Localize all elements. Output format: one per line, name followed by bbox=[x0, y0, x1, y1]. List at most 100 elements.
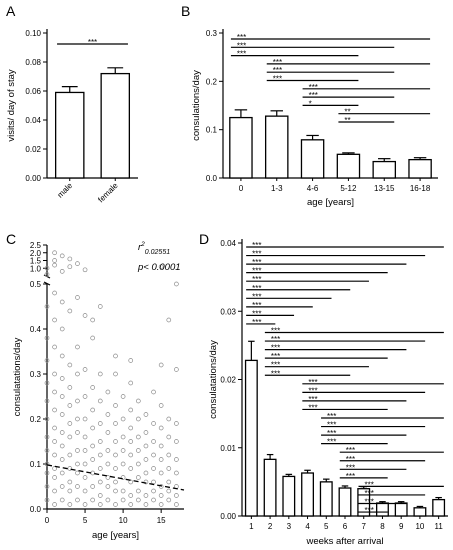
significance-label: *** bbox=[327, 429, 336, 438]
significance-label: *** bbox=[273, 58, 282, 67]
x-tick-label: 0 bbox=[45, 516, 50, 525]
y-tick-label: 0.00 bbox=[220, 512, 236, 521]
data-point bbox=[44, 470, 50, 476]
r-squared-annotation: r20.02551 bbox=[138, 241, 170, 256]
data-point bbox=[120, 448, 126, 453]
x-tick-label: 13-15 bbox=[374, 184, 395, 193]
data-point bbox=[75, 461, 80, 467]
y-tick-label: 0.08 bbox=[25, 58, 41, 67]
data-point bbox=[59, 326, 65, 332]
data-point bbox=[97, 304, 103, 309]
x-tick-label: 5-12 bbox=[340, 184, 357, 193]
y-tick-label: 0.2 bbox=[206, 77, 218, 86]
data-point bbox=[59, 376, 65, 381]
data-point bbox=[67, 466, 73, 471]
data-point bbox=[75, 344, 80, 350]
bar bbox=[244, 359, 258, 517]
data-point bbox=[151, 497, 156, 503]
data-point bbox=[151, 488, 156, 494]
y-tick-label: 0.2 bbox=[30, 415, 42, 424]
data-point bbox=[52, 371, 57, 377]
data-point bbox=[44, 416, 50, 422]
panel-label-c: C bbox=[6, 231, 16, 247]
data-point bbox=[105, 461, 111, 467]
data-point bbox=[97, 421, 103, 426]
data-point bbox=[59, 253, 65, 259]
data-point bbox=[113, 421, 118, 426]
x-tick-label: 1 bbox=[249, 522, 254, 531]
data-point bbox=[174, 457, 179, 462]
data-point bbox=[75, 295, 80, 300]
data-point bbox=[97, 502, 103, 507]
significance-label: *** bbox=[365, 498, 374, 507]
data-point bbox=[166, 434, 172, 440]
chart-d: 0.000.010.020.030.041 2 3 4 5 6 7 8 9 10 11*******… bbox=[208, 239, 448, 547]
data-point bbox=[75, 261, 80, 266]
significance-label: ** bbox=[344, 116, 350, 125]
data-point bbox=[90, 457, 96, 462]
significance-label: *** bbox=[252, 318, 261, 327]
significance-label: *** bbox=[365, 506, 374, 515]
data-point bbox=[44, 335, 50, 341]
data-point bbox=[90, 385, 96, 390]
data-point bbox=[113, 353, 118, 359]
bar bbox=[336, 153, 361, 179]
significance-label: *** bbox=[327, 412, 336, 421]
data-point bbox=[67, 362, 73, 368]
data-point bbox=[67, 452, 73, 458]
data-point bbox=[97, 452, 103, 458]
bar bbox=[413, 507, 427, 517]
data-point bbox=[90, 335, 96, 341]
data-point bbox=[97, 493, 103, 498]
data-point bbox=[59, 353, 65, 359]
y-tick-label: 0.10 bbox=[25, 29, 41, 38]
significance-label: *** bbox=[308, 395, 317, 404]
y-tick-label: 0.5 bbox=[30, 280, 42, 289]
data-point bbox=[135, 461, 141, 467]
data-point bbox=[44, 461, 50, 467]
data-point bbox=[135, 416, 141, 422]
chart-c: 0.0 0.1 0.2 0.3 0.4 0.5 1.01.52.02.5 0 5 10 15 r20.… bbox=[12, 241, 185, 541]
x-tick-label: 9 bbox=[399, 522, 404, 531]
data-point bbox=[151, 389, 156, 395]
data-point bbox=[128, 479, 134, 485]
y-tick-label: 0.1 bbox=[206, 126, 218, 135]
data-point bbox=[158, 264, 164, 270]
x-tick-label: 16-18 bbox=[410, 184, 431, 193]
data-point bbox=[113, 403, 118, 408]
data-point bbox=[174, 470, 179, 476]
data-point bbox=[166, 488, 172, 494]
data-point bbox=[59, 412, 65, 417]
significance-label: *** bbox=[309, 91, 318, 100]
significance-label: *** bbox=[271, 352, 280, 361]
data-point bbox=[59, 443, 65, 449]
data-point bbox=[97, 439, 103, 444]
x-tick-label: 0 bbox=[239, 184, 244, 193]
significance-label: *** bbox=[273, 66, 282, 75]
significance-label: *** bbox=[252, 301, 261, 310]
x-tick-label: 15 bbox=[157, 516, 166, 525]
data-point bbox=[52, 488, 57, 494]
data-point bbox=[59, 430, 65, 435]
significance-label: *** bbox=[88, 38, 97, 47]
bar bbox=[372, 160, 397, 179]
data-point bbox=[90, 470, 96, 476]
y-tick-label: 0.0 bbox=[30, 505, 42, 514]
significance-label: *** bbox=[308, 378, 317, 387]
significance-label: *** bbox=[252, 258, 261, 267]
data-point bbox=[158, 502, 164, 507]
data-point bbox=[128, 407, 134, 413]
y-tick-label: 0.02 bbox=[25, 145, 41, 154]
y-tick-label: 1.5 bbox=[30, 257, 42, 266]
data-point bbox=[44, 358, 50, 363]
data-point bbox=[82, 416, 88, 422]
significance-label: * bbox=[309, 99, 312, 108]
y-axis-label: visits/ day of stay bbox=[6, 69, 17, 142]
data-point bbox=[52, 258, 57, 263]
data-point bbox=[44, 304, 50, 309]
data-point bbox=[82, 313, 88, 318]
y-tick-label: 0.04 bbox=[220, 239, 236, 248]
data-point bbox=[128, 502, 134, 507]
data-point bbox=[120, 497, 126, 503]
data-point bbox=[143, 470, 149, 476]
